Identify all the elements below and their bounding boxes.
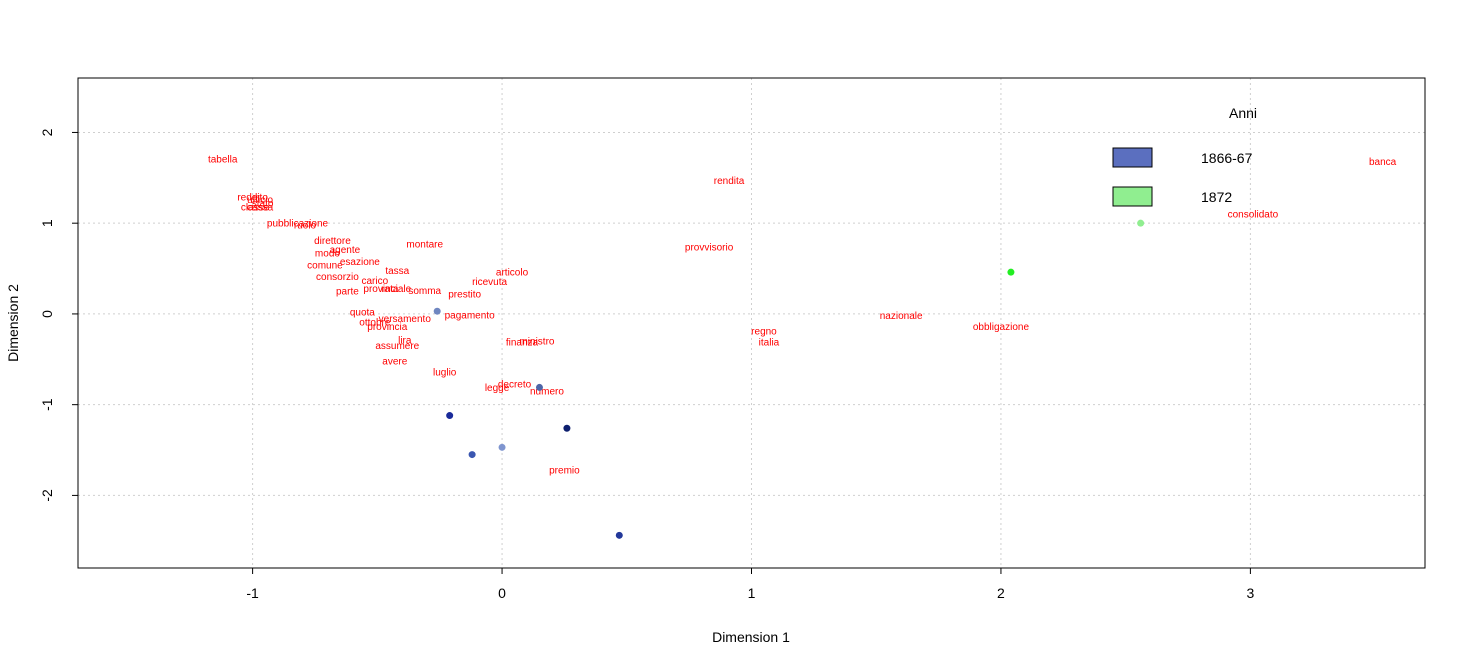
word-label: quota — [350, 308, 375, 319]
word-label: articolo — [496, 268, 529, 279]
word-label: tabella — [208, 154, 238, 165]
y-axis: -2 -1 0 1 2 — [39, 128, 78, 502]
word-label: montare — [406, 240, 443, 251]
word-label: pubblicazione — [267, 219, 329, 230]
word-label: obbligazione — [973, 322, 1030, 333]
word-label: stato — [252, 199, 274, 210]
word-label: consorzio — [316, 272, 359, 283]
word-label: legge — [485, 383, 510, 394]
word-label: classe — [241, 202, 270, 213]
y-tick-label: 2 — [39, 128, 55, 136]
word-label: regno — [751, 327, 777, 338]
y-tick-label: 0 — [39, 310, 55, 318]
x-axis: -1 0 1 2 3 — [246, 568, 1254, 601]
data-point — [468, 451, 476, 459]
word-label: carico — [361, 276, 388, 287]
x-tick-label: 0 — [498, 585, 506, 601]
grid-lines — [78, 78, 1425, 568]
word-label: agente — [330, 245, 361, 256]
word-label: ufficio — [247, 195, 273, 206]
word-label: parte — [336, 287, 359, 298]
word-label: ruolo — [294, 221, 317, 232]
x-tick-label: 2 — [997, 585, 1005, 601]
word-label: consolidato — [1228, 210, 1279, 221]
word-label: somma — [408, 286, 441, 297]
data-point — [1137, 219, 1145, 227]
word-label: reddito — [237, 192, 268, 203]
word-label: finanza — [506, 338, 539, 349]
legend-swatch — [1112, 186, 1153, 207]
word-label: nazionale — [880, 311, 923, 322]
word-label: italia — [759, 338, 780, 349]
legend-entry-label: 1872 — [1201, 189, 1232, 205]
word-label: lira — [398, 336, 412, 347]
word-label: ricevuta — [472, 277, 507, 288]
y-tick-label: -2 — [39, 489, 55, 502]
word-label: comune — [307, 260, 343, 271]
word-label: cassa — [247, 202, 274, 213]
word-label: modo — [315, 249, 340, 260]
data-point — [563, 424, 571, 432]
legend-title: Anni — [1229, 105, 1257, 121]
x-tick-label: 3 — [1246, 585, 1254, 601]
y-axis-title: Dimension 2 — [5, 284, 21, 362]
word-label: provinciale — [363, 284, 411, 295]
data-point — [1007, 268, 1015, 276]
data-point — [446, 412, 454, 420]
word-label: direttore — [314, 236, 351, 247]
word-label: banca — [1369, 157, 1397, 168]
word-label: esazione — [340, 257, 380, 268]
word-label: premio — [549, 466, 580, 477]
x-tick-label: -1 — [246, 585, 259, 601]
data-point — [498, 443, 506, 451]
y-tick-label: 1 — [39, 219, 55, 227]
x-axis-title: Dimension 1 — [712, 629, 790, 645]
word-label: pagamento — [445, 310, 495, 321]
x-tick-label: 1 — [748, 585, 756, 601]
y-tick-label: -1 — [39, 398, 55, 411]
data-points — [433, 219, 1145, 539]
legend-swatch — [1112, 147, 1153, 168]
word-label: ottobre — [359, 318, 391, 329]
data-point — [433, 307, 441, 315]
word-label: luglio — [433, 368, 457, 379]
word-label: tassa — [385, 266, 409, 277]
data-point — [535, 383, 543, 391]
word-label: prestito — [448, 289, 481, 300]
word-label: assumere — [375, 341, 419, 352]
legend: Anni 1866-67 1872 — [1112, 105, 1257, 207]
word-label: rata — [381, 284, 399, 295]
word-label: avere — [382, 357, 407, 368]
legend-entry-label: 1866-67 — [1201, 150, 1253, 166]
word-label: versamento — [379, 314, 432, 325]
word-label: provvisorio — [685, 242, 734, 253]
word-label: decreto — [498, 379, 532, 390]
word-label: rendita — [714, 176, 745, 187]
word-label: numero — [530, 387, 564, 398]
data-point — [615, 531, 623, 539]
word-label: provincia — [367, 322, 407, 333]
word-label: ministro — [519, 337, 554, 348]
